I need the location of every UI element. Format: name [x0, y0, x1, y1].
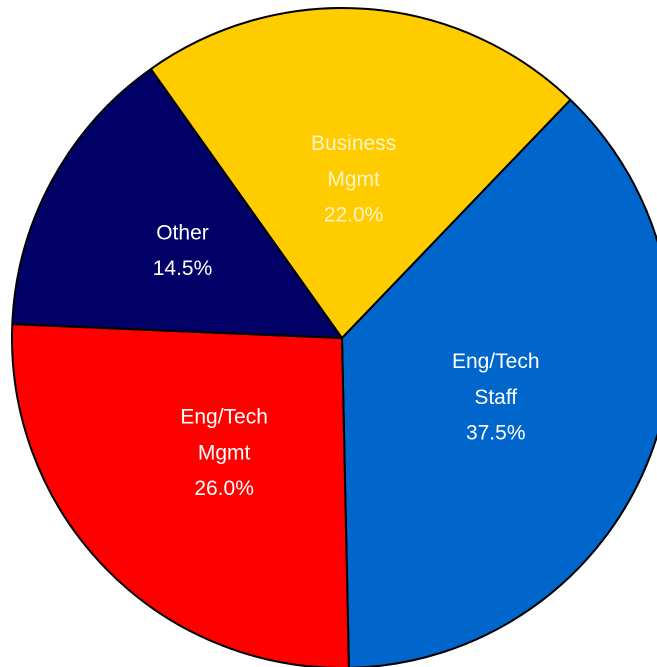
pie-slice — [149, 7, 572, 339]
slice-label: Other — [156, 221, 209, 244]
pie-slice — [11, 323, 350, 667]
pie-slice — [341, 98, 657, 667]
value-label: 22.0% — [324, 204, 384, 227]
value-label: 14.5% — [153, 257, 213, 280]
value-label: 37.5% — [466, 421, 526, 444]
pie-slice — [11, 68, 343, 339]
slice-label: Eng/Tech Staff — [452, 349, 540, 408]
value-label: 26.0% — [194, 477, 254, 500]
slice-label: Eng/Tech Mgmt — [180, 405, 268, 464]
slice-label: Business Mgmt — [311, 132, 396, 191]
